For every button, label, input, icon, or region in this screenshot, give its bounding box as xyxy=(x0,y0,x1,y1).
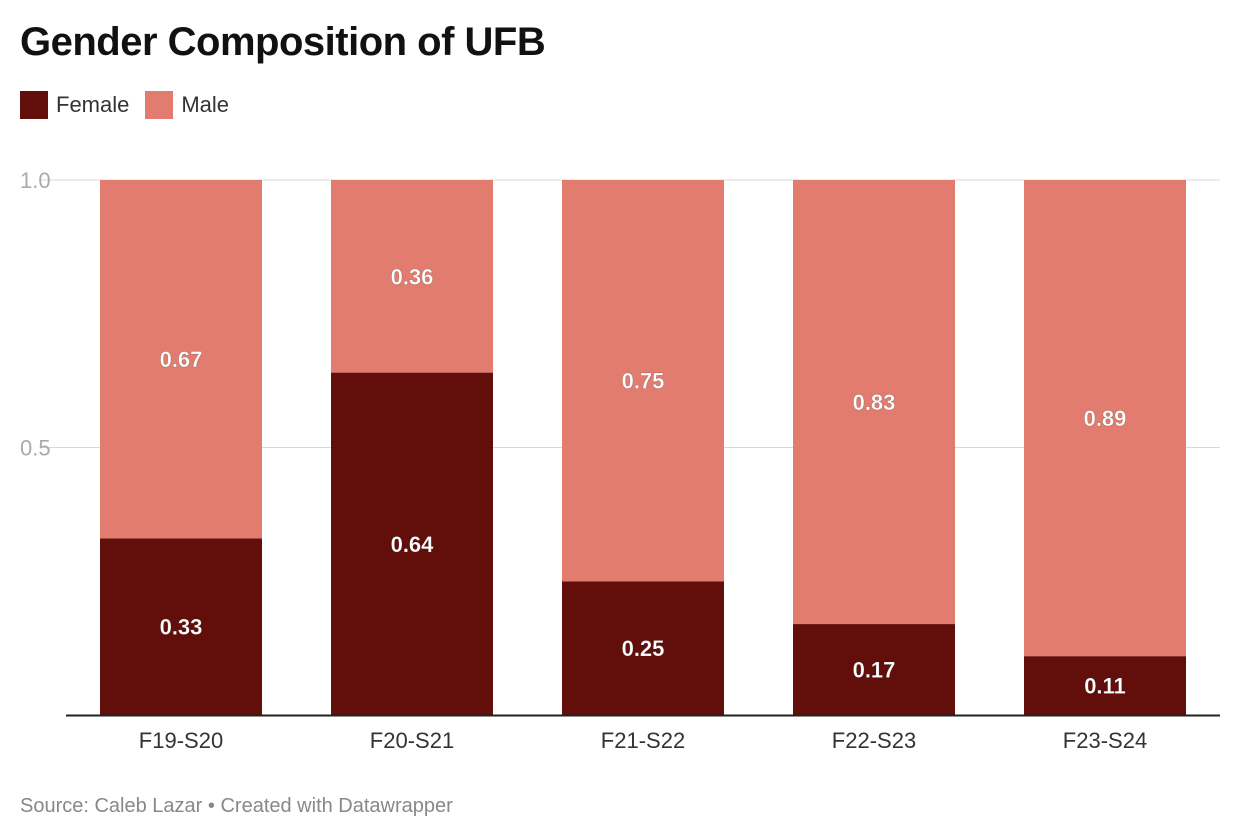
legend-label-male: Male xyxy=(181,92,230,117)
bar-male xyxy=(562,180,724,582)
bar-female xyxy=(793,624,955,715)
bar-male xyxy=(1024,180,1186,657)
x-tick-label: F21-S22 xyxy=(601,728,685,753)
chart-title: Gender Composition of UFB xyxy=(20,20,546,64)
x-tick-label: F20-S21 xyxy=(370,728,454,753)
source-text: Source: Caleb Lazar xyxy=(20,795,203,817)
bar-male xyxy=(100,180,262,539)
legend-item-female: Female xyxy=(20,91,129,119)
bar-female xyxy=(331,372,493,715)
credit-text: Created with Datawrapper xyxy=(220,795,453,817)
bar-male xyxy=(793,180,955,625)
data-label: 0.83 xyxy=(853,390,896,415)
bar-female xyxy=(562,581,724,715)
y-tick-label: 0.5 xyxy=(20,436,51,461)
x-tick-label: F22-S23 xyxy=(832,728,916,753)
data-label: 0.25 xyxy=(622,636,665,661)
data-label: 0.36 xyxy=(391,264,434,289)
data-label: 0.89 xyxy=(1084,406,1127,431)
x-tick-label: F19-S20 xyxy=(139,728,223,753)
data-label: 0.64 xyxy=(391,532,435,557)
stacked-bar-chart: 0.5 1.0 0.33 0.67 F19-S20 0.64 0.36 F20-S21 0.25… xyxy=(20,168,1220,753)
legend-label-female: Female xyxy=(56,92,130,117)
bar-female xyxy=(1024,656,1186,715)
footer: Source: Caleb Lazar • Created with Dataw… xyxy=(20,795,453,818)
data-label: 0.17 xyxy=(853,658,896,683)
legend-item-male: Male xyxy=(145,91,229,119)
data-label: 0.33 xyxy=(160,615,203,640)
bar-female xyxy=(100,538,262,715)
x-tick-label: F23-S24 xyxy=(1063,728,1147,753)
legend-swatch-male xyxy=(145,91,174,119)
data-label: 0.67 xyxy=(160,347,203,372)
data-label: 0.75 xyxy=(622,369,665,394)
legend: Female Male xyxy=(20,91,245,119)
y-tick-label: 1.0 xyxy=(20,168,51,193)
data-label: 0.11 xyxy=(1084,674,1126,699)
legend-swatch-female xyxy=(20,91,48,119)
bar-male xyxy=(331,180,493,373)
separator-dot: • xyxy=(207,795,215,817)
